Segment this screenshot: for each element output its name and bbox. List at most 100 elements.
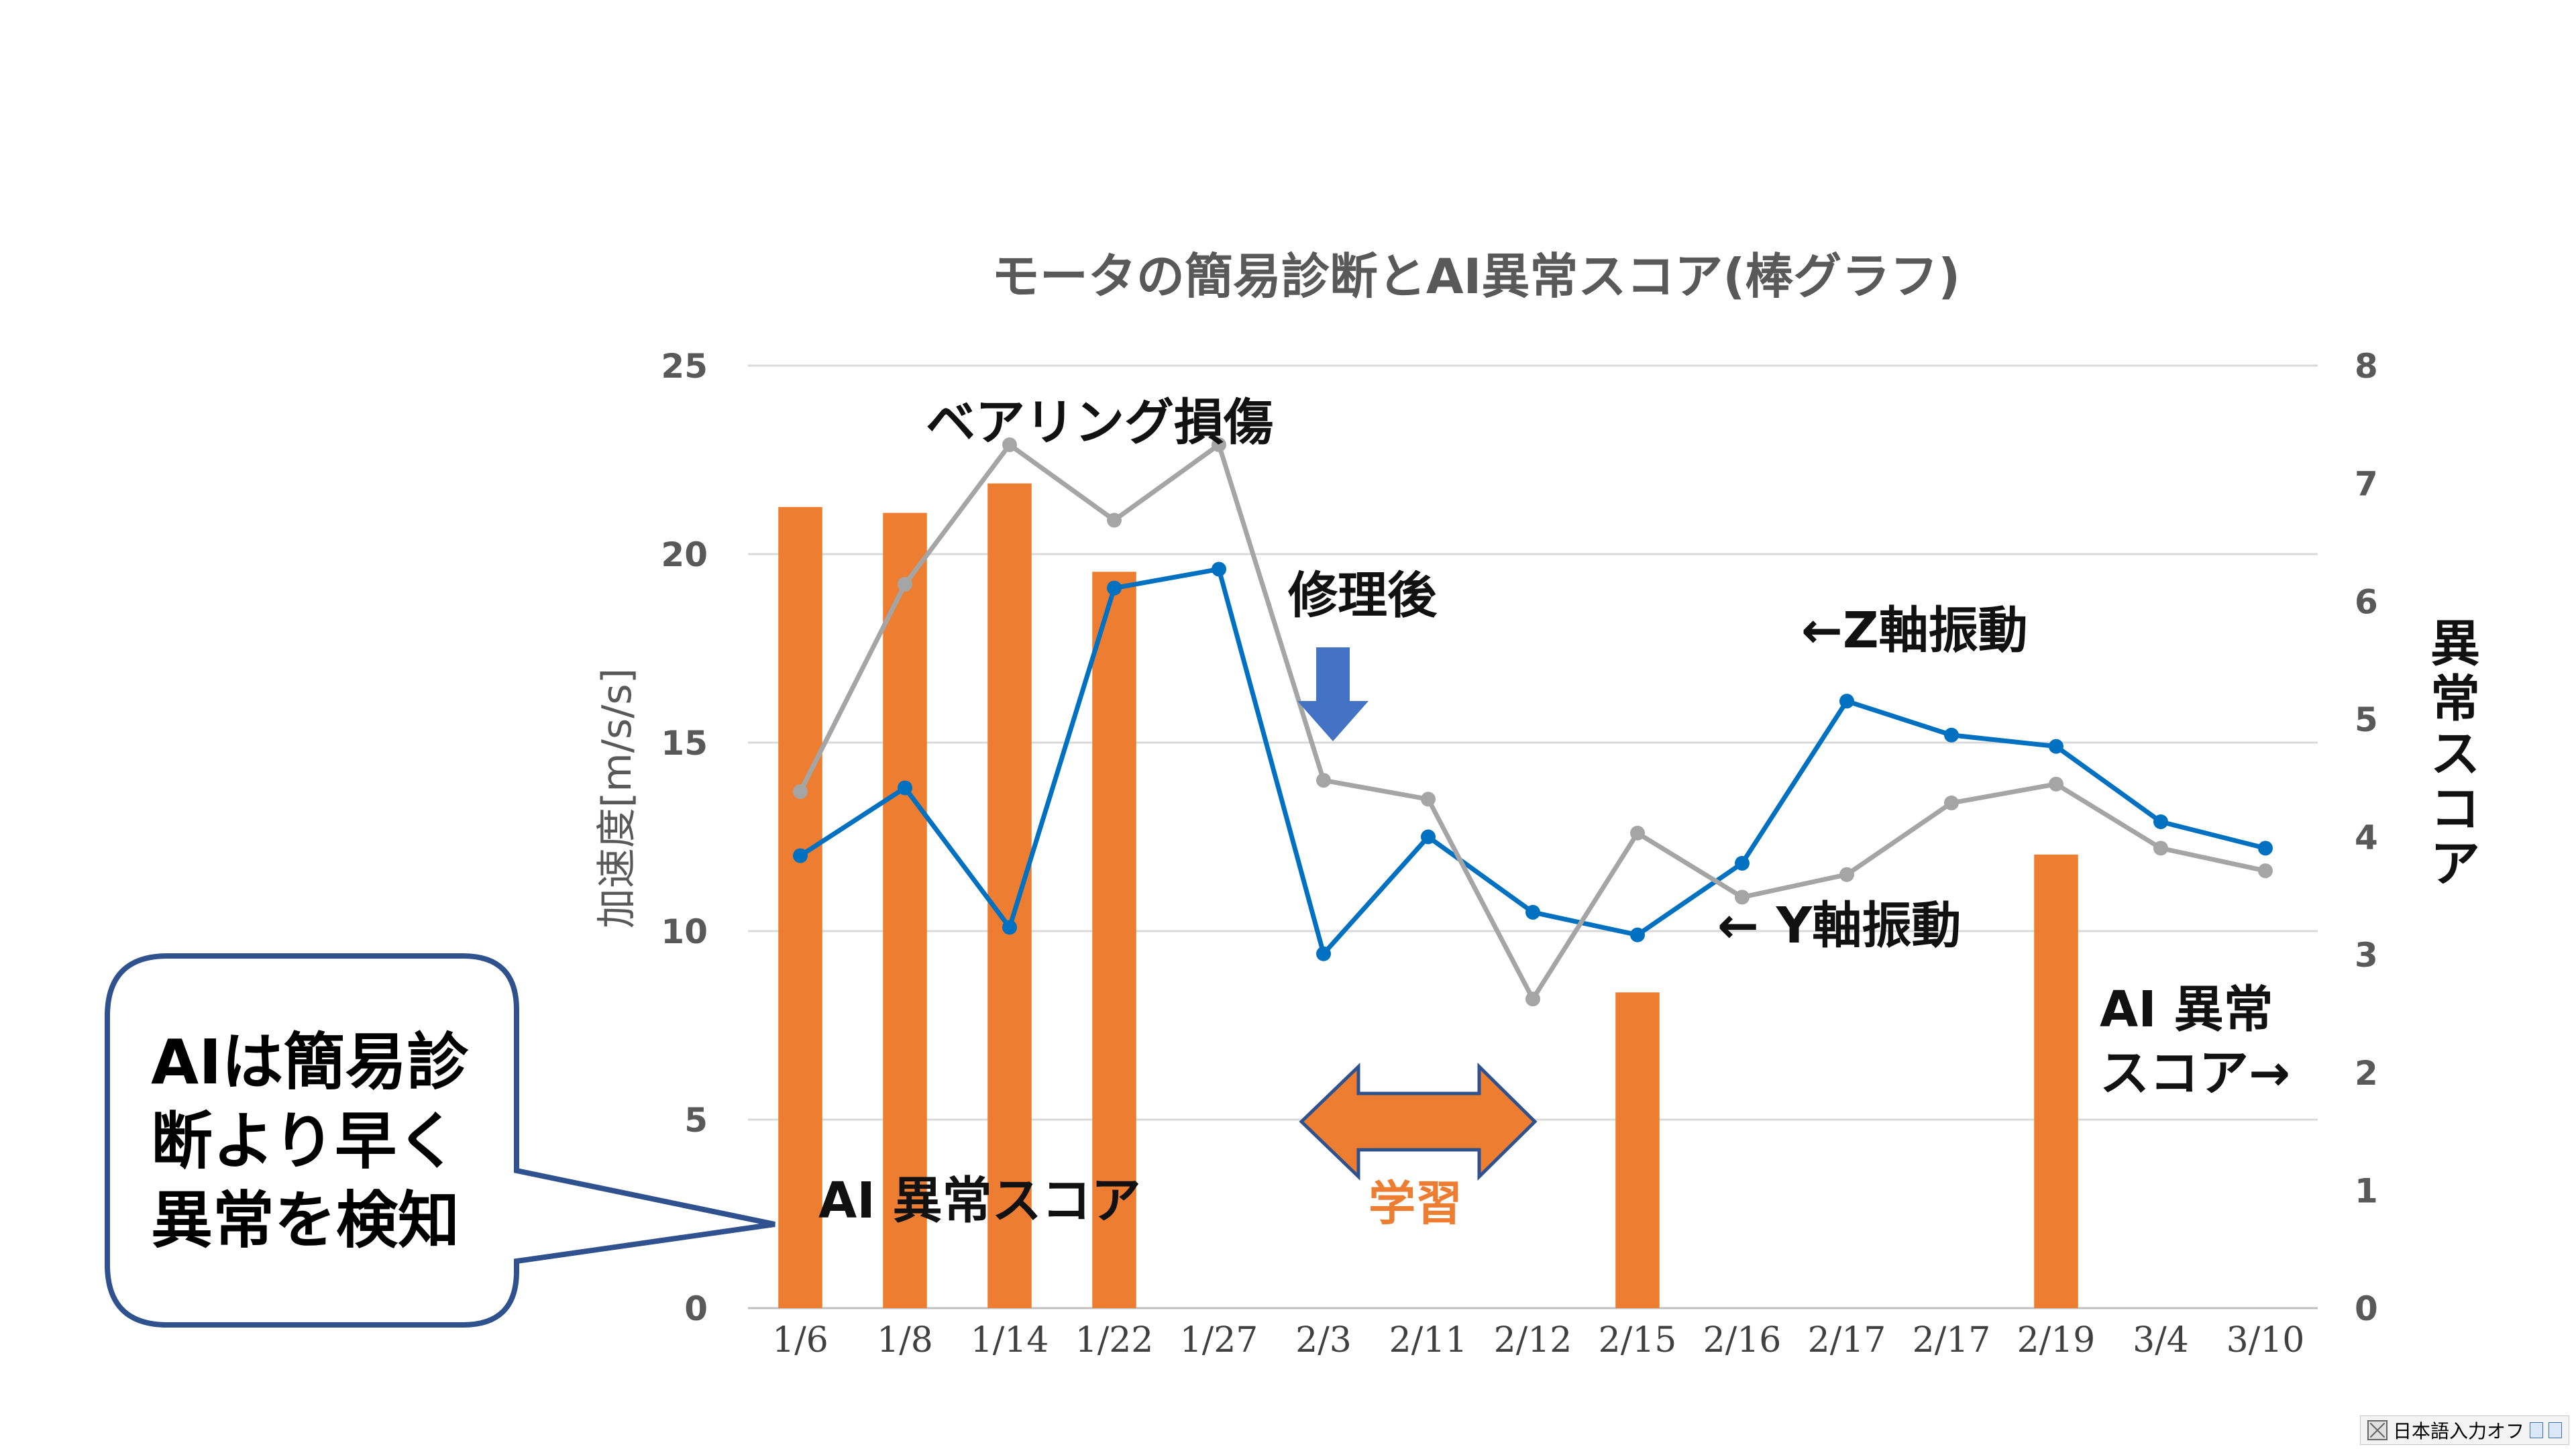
bar <box>1092 572 1136 1308</box>
callout-line-1: AIは簡易診 <box>151 1026 469 1098</box>
data-point <box>793 848 808 863</box>
y2-tick-label: 3 <box>2355 936 2378 975</box>
y-tick-label: 25 <box>661 347 708 386</box>
document-icon[interactable] <box>2530 1422 2544 1438</box>
data-point <box>1002 437 1017 453</box>
x-axis-ticks: 1/6 1/8 1/14 1/22 1/27 2/3 2/11 2/12 2/15 2/16 2/1… <box>772 1320 2304 1360</box>
data-point <box>2153 841 2168 856</box>
data-point <box>1735 855 1750 871</box>
x-tick-label: 1/6 <box>772 1320 828 1360</box>
y2-axis-title: 異常スコア <box>2430 615 2480 893</box>
data-point <box>1944 727 1959 743</box>
bar <box>2034 854 2078 1308</box>
data-point <box>1944 795 1959 810</box>
data-point <box>2049 739 2063 754</box>
x-tick-label: 1/14 <box>971 1320 1049 1360</box>
y-tick-label: 20 <box>661 535 708 574</box>
data-point <box>1525 904 1540 920</box>
x-tick-label: 2/17 <box>1808 1320 1886 1360</box>
x-tick-label: 1/8 <box>877 1320 933 1360</box>
y2-axis-title-char: コ <box>2430 780 2480 838</box>
y-tick-label: 0 <box>684 1289 708 1328</box>
chart-title: モータの簡易診断とAI異常スコア(棒グラフ) <box>991 248 1960 305</box>
y2-axis-title-char: 異 <box>2430 615 2480 673</box>
bar <box>987 483 1032 1308</box>
data-point <box>1525 991 1540 1007</box>
data-point <box>1107 580 1122 596</box>
y2-tick-label: 0 <box>2355 1289 2378 1328</box>
data-point <box>1839 867 1854 882</box>
y2-axis-title-char: 常 <box>2430 670 2480 728</box>
x-tick-label: 2/11 <box>1389 1320 1468 1360</box>
close-icon[interactable] <box>2367 1420 2387 1440</box>
callout-line-3: 異常を検知 <box>151 1185 460 1256</box>
x-tick-label: 2/19 <box>2017 1320 2096 1360</box>
y2-axis-title-char: ス <box>2430 725 2480 783</box>
annotation-learning: 学習 <box>1368 1176 1462 1231</box>
data-point <box>793 784 808 800</box>
bar <box>883 513 927 1308</box>
x-tick-label: 2/3 <box>1295 1320 1352 1360</box>
annotation-ai-score-bottom: AI 異常スコア <box>818 1172 1141 1230</box>
data-point <box>1212 561 1226 577</box>
y-tick-label: 5 <box>684 1101 708 1140</box>
annotation-ai-score-right-2: スコア→ <box>2100 1044 2290 1102</box>
data-point <box>2153 814 2168 830</box>
data-point <box>1421 829 1436 845</box>
annotation-y-axis-vibration: ← Y軸振動 <box>1717 897 1961 955</box>
y2-axis-title-char: ア <box>2430 835 2480 893</box>
x-tick-label: 1/22 <box>1075 1320 1154 1360</box>
data-point <box>1316 946 1331 961</box>
annotation-after-repair: 修理後 <box>1288 567 1438 625</box>
y2-tick-label: 7 <box>2355 465 2378 504</box>
y-tick-label: 15 <box>661 724 708 763</box>
window-icon[interactable] <box>2548 1422 2563 1438</box>
data-point <box>1735 890 1750 905</box>
y-axis-title: 加速度[m/s/s] <box>594 668 641 928</box>
x-tick-label: 2/12 <box>1494 1320 1572 1360</box>
annotation-ai-score-right-1: AI 異常 <box>2100 981 2273 1038</box>
data-point <box>2258 841 2273 856</box>
data-point <box>2258 863 2273 879</box>
data-point <box>1421 792 1436 807</box>
data-point <box>1212 437 1226 453</box>
x-tick-label: 3/10 <box>2226 1320 2305 1360</box>
y2-tick-label: 6 <box>2355 582 2378 621</box>
grid <box>748 364 2318 1309</box>
double-arrow-icon <box>1299 1063 1538 1181</box>
data-point <box>2049 776 2063 792</box>
x-tick-label: 3/4 <box>2133 1320 2189 1360</box>
y2-tick-label: 8 <box>2355 347 2378 386</box>
bar <box>1615 992 1660 1308</box>
data-point <box>1839 694 1854 709</box>
y2-axis-ticks: 0 1 2 3 4 5 6 7 8 <box>2355 347 2378 1328</box>
ime-status-bar[interactable]: 日本語入力オフ <box>2360 1415 2570 1445</box>
y-tick-label: 10 <box>661 912 708 951</box>
x-tick-label: 2/17 <box>1913 1320 1991 1360</box>
y2-tick-label: 1 <box>2355 1171 2378 1210</box>
bar-series <box>778 483 2078 1308</box>
annotation-bearing-damage: ベアリング損傷 <box>926 394 1273 451</box>
data-point <box>1630 825 1645 841</box>
data-point <box>898 780 912 796</box>
callout-line-2: 断より早く <box>151 1106 458 1177</box>
line-series <box>793 437 2273 1007</box>
data-point <box>1002 920 1017 935</box>
data-point <box>1107 513 1122 528</box>
x-tick-label: 2/16 <box>1703 1320 1782 1360</box>
y2-tick-label: 5 <box>2355 700 2378 739</box>
data-point <box>1316 773 1331 788</box>
x-tick-label: 1/27 <box>1180 1320 1258 1360</box>
annotation-z-axis-vibration: ←Z軸振動 <box>1801 602 2028 659</box>
x-tick-label: 2/15 <box>1599 1320 1677 1360</box>
y-axis-ticks: 0 5 10 15 20 25 <box>661 347 708 1328</box>
callout-bubble <box>105 953 775 1328</box>
y2-tick-label: 2 <box>2355 1054 2378 1093</box>
data-point <box>1630 927 1645 943</box>
bar <box>778 506 822 1308</box>
data-point <box>898 576 912 592</box>
y2-tick-label: 4 <box>2355 818 2378 857</box>
ime-label: 日本語入力オフ <box>2393 1420 2525 1442</box>
down-arrow-icon <box>1297 647 1368 741</box>
